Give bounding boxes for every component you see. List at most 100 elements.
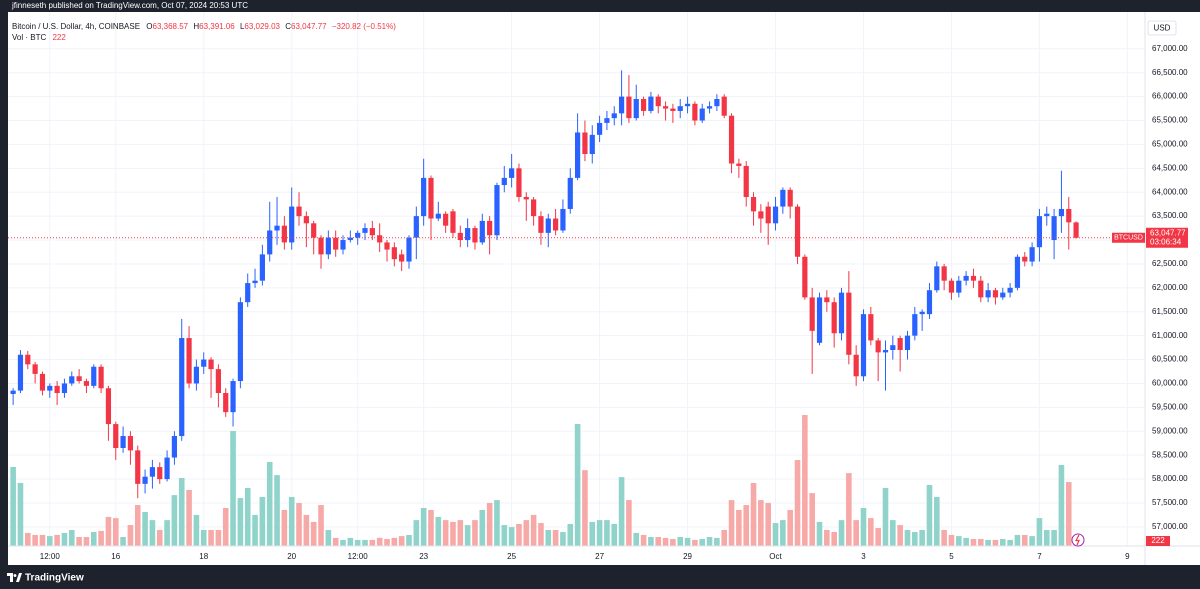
x-tick-label: 12:00	[40, 552, 61, 561]
y-tick-label: 57,000.00	[1152, 522, 1188, 531]
volume-bar	[98, 530, 104, 546]
candle-body	[662, 106, 669, 109]
volume-bar	[912, 532, 918, 546]
candle-body	[259, 254, 265, 281]
volume-bar	[435, 516, 442, 546]
x-tick-label: 9	[1125, 552, 1130, 561]
volume-bar	[582, 470, 588, 546]
chart-panel	[8, 12, 1200, 565]
volume-bar	[897, 525, 903, 546]
candle-body	[142, 476, 148, 484]
volume-bar	[574, 424, 581, 546]
candle-body	[582, 132, 588, 154]
y-tick-label: 61,000.00	[1152, 331, 1188, 340]
volume-bar	[142, 512, 148, 546]
volume-bar	[332, 537, 339, 546]
footer	[0, 565, 1200, 589]
volume-bar	[750, 482, 757, 546]
candle-body	[245, 283, 251, 303]
candle-body	[10, 390, 16, 394]
volume-bar	[362, 539, 368, 546]
candle-body	[47, 385, 53, 391]
candle-body	[816, 297, 823, 343]
volume-bar	[802, 415, 808, 546]
volume-bar	[501, 525, 508, 546]
currency-box[interactable]	[1147, 20, 1177, 36]
volume-bar	[728, 500, 735, 546]
candle-body	[501, 177, 507, 186]
candle-body	[787, 189, 793, 207]
y-tick-label: 64,500.00	[1152, 163, 1188, 172]
candle-body	[736, 163, 742, 166]
volume-bar	[794, 460, 801, 546]
candle-body	[201, 359, 207, 367]
volume-bar	[156, 530, 163, 546]
symbol-title: Bitcoin / U.S. Dollar, 4h, COINBASE	[12, 22, 140, 31]
volume-bar	[545, 530, 552, 546]
volume-bar	[347, 537, 354, 546]
volume-bar	[1021, 534, 1028, 546]
volume-bar	[523, 520, 530, 546]
candle-body	[655, 96, 661, 107]
y-tick-label: 57,500.00	[1152, 498, 1188, 507]
candle-body	[347, 237, 353, 241]
candle-body	[868, 314, 874, 341]
candle-body	[934, 266, 940, 291]
candle-body	[289, 206, 295, 243]
volume-bar	[604, 520, 610, 546]
y-tick-label: 61,500.00	[1152, 307, 1188, 316]
candle-body	[1014, 256, 1021, 288]
y-tick-label: 65,000.00	[1152, 140, 1188, 149]
volume-bar	[442, 520, 449, 546]
candle-body	[706, 106, 713, 109]
candle-body	[1066, 208, 1072, 223]
x-tick-label: 29	[683, 552, 692, 561]
candle-body	[919, 311, 925, 315]
candle-body	[39, 373, 46, 391]
currency[interactable]: USD	[1154, 24, 1171, 33]
volume-bar	[508, 527, 515, 546]
candle-body	[596, 122, 603, 135]
candle-body	[443, 213, 449, 226]
volume-value: 222	[52, 33, 66, 42]
volume-bar	[354, 539, 361, 546]
candle-body	[98, 366, 104, 389]
candle-body	[604, 118, 610, 123]
candle-body	[215, 369, 221, 394]
x-tick-label: 23	[419, 552, 428, 561]
candle-body	[252, 280, 258, 284]
volume-bar	[977, 539, 984, 546]
candle-body	[391, 247, 397, 260]
volume-bar	[281, 509, 288, 546]
volume-bar	[677, 536, 684, 546]
candle-body	[487, 220, 493, 236]
candle-body	[926, 290, 933, 315]
candle-body	[479, 220, 485, 243]
brand[interactable]: TradingView	[25, 573, 84, 584]
volume-bar	[831, 532, 837, 546]
volume-bar	[252, 514, 258, 546]
candle-body	[809, 297, 815, 331]
volume-bar	[325, 530, 332, 546]
volume-bar	[1051, 530, 1057, 546]
candle-body	[355, 232, 361, 238]
volume-bar	[76, 536, 82, 546]
symbol-tag-text: BTCUSD	[1114, 235, 1143, 242]
candle-body	[413, 216, 419, 238]
volume-bar	[567, 523, 574, 546]
candle-body	[1058, 208, 1065, 217]
candle-body	[780, 189, 786, 207]
volume-bar	[1014, 534, 1021, 546]
countdown: 03:06:34	[1150, 237, 1182, 246]
volume-bar	[530, 514, 537, 546]
candle-body	[369, 228, 375, 236]
candle-body	[538, 216, 544, 233]
volume-bar	[670, 539, 676, 546]
candle-body	[714, 99, 720, 107]
volume-bar	[112, 518, 119, 546]
volume-bar	[10, 466, 16, 546]
candle-body	[186, 338, 192, 384]
volume-bar	[1036, 518, 1043, 546]
candle-body	[574, 132, 581, 178]
candle-body	[303, 216, 309, 224]
